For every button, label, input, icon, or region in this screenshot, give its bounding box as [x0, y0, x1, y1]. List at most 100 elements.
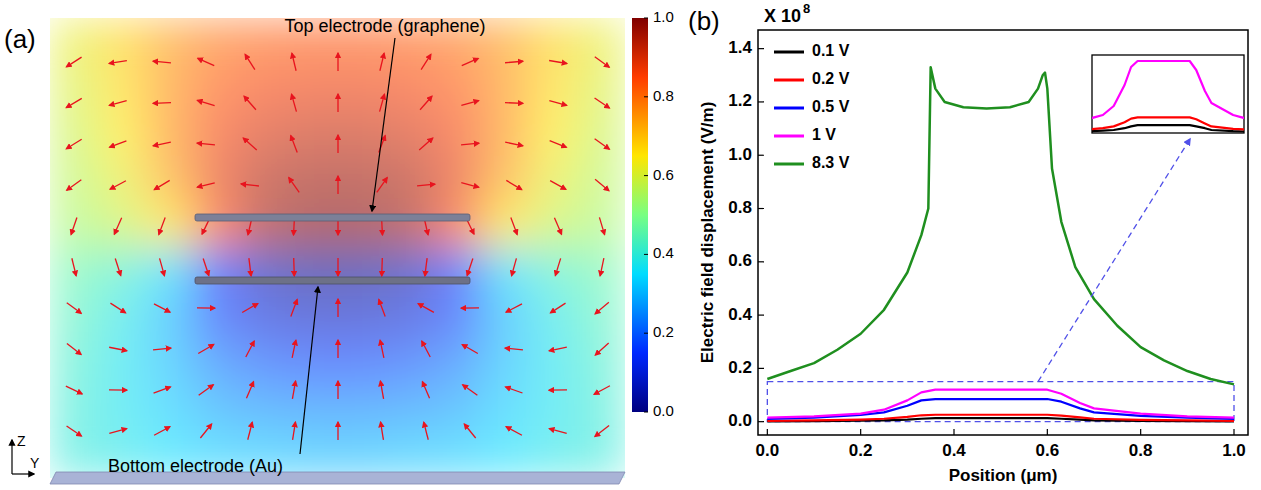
field-arrow	[115, 258, 120, 275]
field-arrow	[379, 300, 385, 317]
y-tick	[758, 155, 764, 156]
heat-cell	[481, 156, 529, 203]
field-arrow	[461, 307, 479, 309]
x-tick	[860, 429, 861, 435]
field-arrow	[154, 387, 171, 393]
field-arrow	[245, 54, 255, 69]
heat-cell	[194, 64, 242, 111]
colorbar-label: 0.0	[653, 402, 674, 419]
legend-swatch	[774, 135, 804, 138]
field-arrow	[380, 53, 384, 71]
field-arrow	[243, 138, 256, 150]
heat-cell	[385, 386, 433, 433]
heat-cell	[146, 156, 194, 203]
heat-cell	[338, 432, 386, 478]
field-arrow	[512, 258, 517, 275]
heat-cell	[481, 248, 529, 295]
field-arrow	[467, 258, 473, 275]
heat-cell	[433, 64, 481, 111]
y-tick	[758, 101, 764, 102]
field-arrow	[424, 422, 429, 439]
legend-swatch	[774, 163, 804, 166]
colorbar-tick	[644, 254, 648, 255]
x-tick-label: 0.4	[942, 441, 966, 460]
heat-cell	[194, 156, 242, 203]
colorbar	[632, 18, 648, 412]
field-arrow	[505, 348, 523, 350]
field-arrow	[109, 61, 127, 64]
heat-cell	[529, 340, 577, 387]
field-arrow	[595, 302, 609, 314]
field-arrow	[337, 381, 338, 399]
y-tick-label: 1.4	[728, 38, 752, 57]
heat-cell	[242, 18, 290, 65]
field-arrow	[461, 183, 478, 188]
heat-cell	[577, 386, 625, 433]
field-arrow	[595, 98, 610, 108]
field-arrow	[425, 258, 427, 276]
field-arrow	[549, 60, 567, 63]
heat-cell	[290, 64, 338, 111]
axis-indicator	[12, 473, 34, 474]
field-arrow	[595, 179, 609, 191]
heat-cell	[50, 432, 98, 478]
heat-cell	[385, 294, 433, 341]
x-tick	[1233, 429, 1234, 435]
legend-swatch	[774, 107, 804, 110]
heat-cell	[194, 18, 242, 65]
y-tick-label: 0.0	[728, 411, 752, 430]
legend-label: 0.5 V	[812, 98, 850, 115]
axis-indicator	[11, 440, 12, 474]
colorbar-tick	[644, 412, 648, 413]
heat-cell	[577, 432, 625, 478]
field-arrow	[242, 304, 258, 313]
field-arrow	[241, 184, 259, 186]
heat-cell	[98, 294, 146, 341]
zoom-box	[767, 382, 1234, 422]
heat-cell	[98, 340, 146, 387]
field-arrow	[600, 258, 604, 276]
heat-cell	[98, 386, 146, 433]
field-arrows	[66, 53, 610, 440]
x-tick-label: 0.8	[1129, 441, 1153, 460]
field-arrow	[67, 303, 81, 314]
field-arrow	[114, 218, 121, 234]
y-tick	[758, 208, 764, 209]
heat-cell	[385, 64, 433, 111]
field-clip	[50, 18, 625, 478]
field-arrow	[248, 422, 252, 439]
heat-cell	[146, 64, 194, 111]
heat-cell	[529, 202, 577, 249]
heat-cell	[338, 202, 386, 249]
y-tick-label: 1.0	[728, 145, 752, 164]
field-arrow	[381, 422, 384, 440]
colorbar-tick	[644, 96, 648, 97]
field-arrow	[109, 101, 126, 106]
field-arrow	[419, 138, 433, 150]
top-electrode	[195, 214, 470, 221]
field-arrow	[506, 387, 523, 393]
field-arrow	[66, 57, 81, 67]
field-arrow	[249, 258, 251, 276]
heat-cell	[529, 432, 577, 478]
field-arrow	[66, 98, 81, 107]
heat-cell	[194, 110, 242, 157]
legend-label: 1 V	[812, 126, 836, 143]
panel-label: (a)	[4, 24, 36, 54]
leader-line	[300, 287, 318, 454]
y-tick-label: 0.4	[728, 305, 752, 324]
x-tick-label: 0.2	[849, 441, 873, 460]
figure: (a)Top electrode (graphene)Bottom electr…	[0, 0, 1261, 490]
field-arrow	[203, 258, 209, 275]
field-arrow	[337, 94, 338, 112]
field-arrow	[197, 100, 214, 105]
heat-cell	[98, 156, 146, 203]
heat-cell	[242, 156, 290, 203]
field-arrow	[506, 180, 521, 189]
field-arrow	[511, 218, 517, 235]
x-tick-label: 1.0	[1222, 441, 1246, 460]
field-arrow	[381, 258, 383, 276]
heat-cell	[98, 110, 146, 157]
heat-cell	[577, 18, 625, 65]
field-arrow	[595, 425, 609, 436]
